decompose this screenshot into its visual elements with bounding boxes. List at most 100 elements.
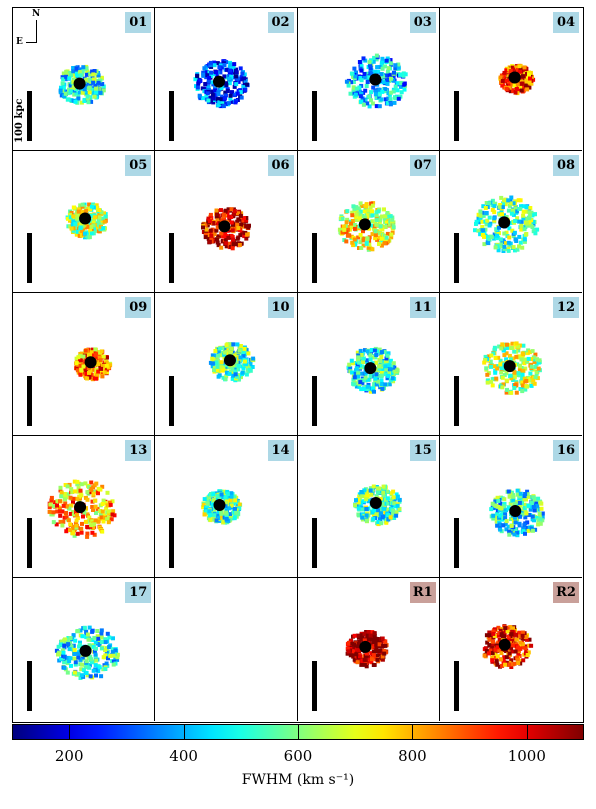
pixel [516,243,521,248]
pixel [523,387,528,392]
pixel [383,224,388,229]
pixel [349,71,354,76]
pixel [361,488,366,493]
pixel [72,72,77,77]
pixel [398,84,403,89]
pixel [62,94,67,99]
pixel [369,348,374,353]
pixel [198,96,203,101]
pixel [204,93,209,98]
pixel [207,509,212,514]
pixel [484,200,489,205]
pixel [224,101,229,106]
pixel [372,379,377,384]
pixel [87,90,92,95]
pixel [520,512,525,517]
pixel [214,214,219,219]
pixel [88,227,93,232]
pixel [376,521,381,526]
pixel [225,346,230,351]
pixel [368,633,373,638]
pixel [84,659,89,664]
pixel [103,667,108,672]
pixel [472,227,477,232]
pixel [59,494,64,499]
pixel [374,512,379,517]
pixel [513,238,518,243]
pixel [366,75,371,80]
pixel [87,234,92,239]
pixel [84,368,89,373]
pixel [59,85,63,90]
pixel [375,69,380,74]
pixel [74,525,79,530]
pixel [375,508,380,513]
pixel [368,98,373,103]
pixel [506,524,511,529]
pixel [245,82,250,87]
panel-16: 16 [439,435,582,579]
pixel [360,507,365,512]
pixel [91,507,95,512]
pixel [107,645,112,650]
pixel [377,359,382,364]
pixel [90,638,95,643]
pixel [502,501,507,506]
pixel [236,222,241,227]
pixel [76,355,81,360]
pixel [75,531,80,536]
pixel [518,387,523,392]
pixel [85,632,90,637]
pixel [228,65,233,70]
pixel [71,213,76,218]
pixel [94,481,99,486]
pixel [479,224,484,229]
pixel [373,372,378,377]
emission-map [58,64,106,105]
pixel [103,214,108,219]
pixel [504,527,509,532]
pixel [193,77,198,82]
pixel [357,502,362,507]
pixel [76,221,81,226]
pixel [115,658,120,663]
pixel [248,364,253,369]
pixel [530,349,535,354]
pixel [201,72,206,77]
pixel [95,373,100,378]
pixel [96,73,101,78]
pixel [71,499,75,504]
pixel [232,62,237,67]
pixel [236,210,241,215]
pixel [388,61,393,66]
pixel [380,493,385,498]
pixel [519,357,524,362]
pixel [391,495,396,500]
pixel [219,230,224,235]
pixel [367,60,372,65]
pixel [492,364,497,369]
pixel [204,86,209,91]
pixel [522,531,527,536]
pixel [110,647,115,652]
pixel [83,665,88,670]
pixel [209,70,214,75]
pixel [364,651,369,656]
pixel [224,237,229,242]
pixel [83,231,87,236]
pixel [348,653,353,658]
pixel [70,489,75,494]
emission-map [344,53,408,109]
pixel [497,638,502,643]
pixel [514,87,519,91]
panel-02: 02 [155,8,298,151]
pixel [84,630,89,635]
pixel [247,223,252,228]
pixel [481,203,486,208]
pixel [483,646,488,651]
pixel [78,640,82,645]
pixel [216,70,221,75]
pixel [506,243,511,248]
pixel [227,214,232,219]
pixel [520,74,525,79]
